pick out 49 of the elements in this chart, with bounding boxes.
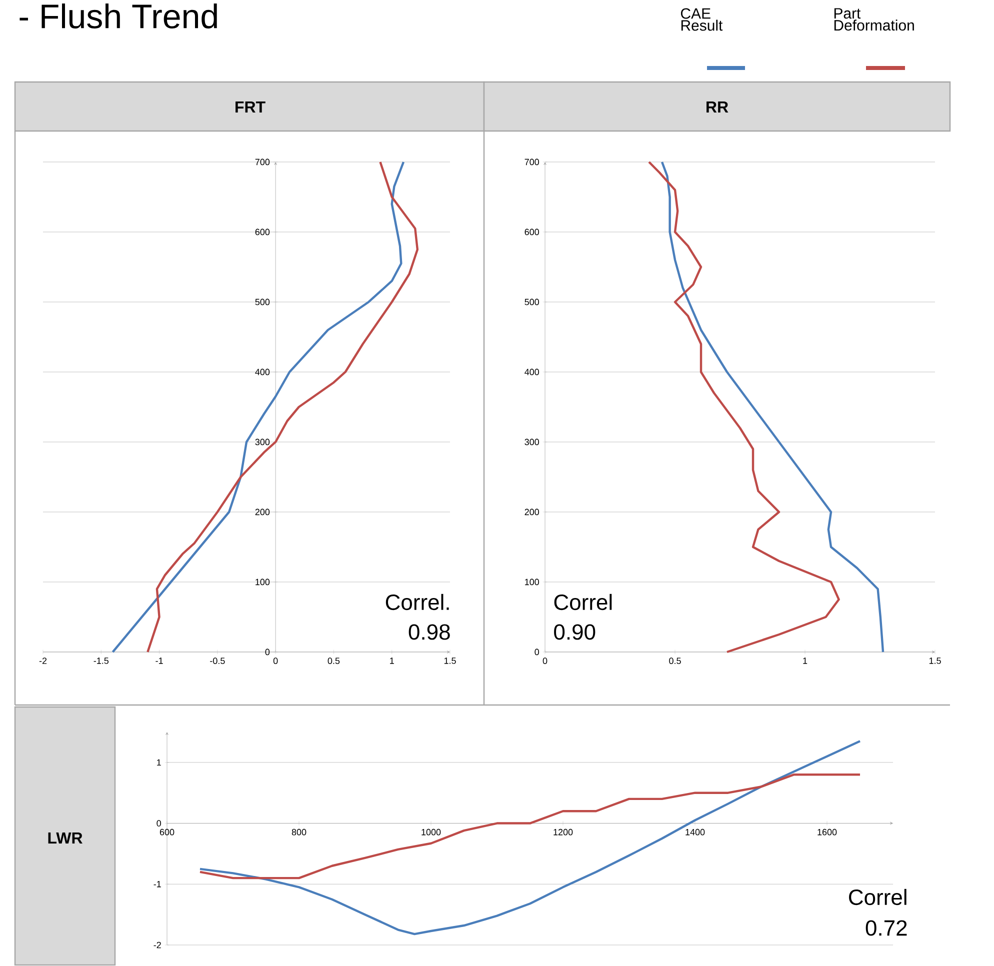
x-tick-label: 0.5 <box>669 658 681 664</box>
x-tick-label: 1600 <box>818 829 837 836</box>
x-tick-label: 0.5 <box>328 658 340 664</box>
annotation: Correl <box>554 594 612 610</box>
annotation: Correl <box>849 889 906 906</box>
y-tick-label: 400 <box>524 369 540 376</box>
y-tick-label: 500 <box>255 299 270 306</box>
x-tick-label: -0.5 <box>210 658 225 664</box>
x-tick-label: 1 <box>803 658 808 664</box>
y-tick-label: 600 <box>524 229 540 236</box>
text: Part Deformation <box>834 8 914 31</box>
x-tick-label: 1000 <box>422 829 441 836</box>
y-tick-label: 0 <box>265 649 270 656</box>
y-tick-label: 500 <box>524 299 540 306</box>
y-tick-label: 700 <box>255 159 270 166</box>
text: CAE Result <box>680 8 723 31</box>
y-tick-label: 1 <box>157 760 161 766</box>
x-tick-label: 1 <box>390 658 394 664</box>
x-tick-label: 1.5 <box>444 658 456 664</box>
y-tick-label: 100 <box>525 579 540 586</box>
text: LWR <box>48 832 82 844</box>
y-tick-label: 600 <box>255 229 270 236</box>
y-tick-label: 0 <box>156 820 162 827</box>
x-tick-label: 800 <box>292 829 306 836</box>
text: - Flush Trend <box>20 4 217 29</box>
y-tick-label: -2 <box>154 942 161 948</box>
y-tick-label: -1 <box>154 881 161 888</box>
y-tick-label: 100 <box>256 579 270 586</box>
x-tick-label: 0 <box>542 658 548 664</box>
x-tick-label: -1.5 <box>94 658 109 664</box>
x-tick-label: 1200 <box>554 829 573 836</box>
x-tick-label: 1400 <box>686 829 705 836</box>
y-tick-label: 0 <box>534 649 540 656</box>
annotation: 0.72 <box>866 920 907 936</box>
x-tick-label: 0 <box>273 658 278 664</box>
x-tick-label: -2 <box>39 658 47 664</box>
y-tick-label: 700 <box>524 159 540 166</box>
annotation: 0.98 <box>408 624 450 640</box>
annotation: 0.90 <box>554 624 596 640</box>
annotation: Correl. <box>386 594 449 610</box>
y-tick-label: 200 <box>255 509 270 516</box>
chart-title: RR <box>706 102 728 113</box>
y-tick-label: 300 <box>524 439 540 446</box>
y-tick-label: 400 <box>255 369 270 376</box>
y-tick-label: 300 <box>255 439 270 446</box>
chart-title: FRT <box>236 102 266 113</box>
line-series <box>648 161 840 654</box>
x-tick-label: 1.5 <box>929 658 941 664</box>
y-tick-label: 200 <box>524 509 540 516</box>
